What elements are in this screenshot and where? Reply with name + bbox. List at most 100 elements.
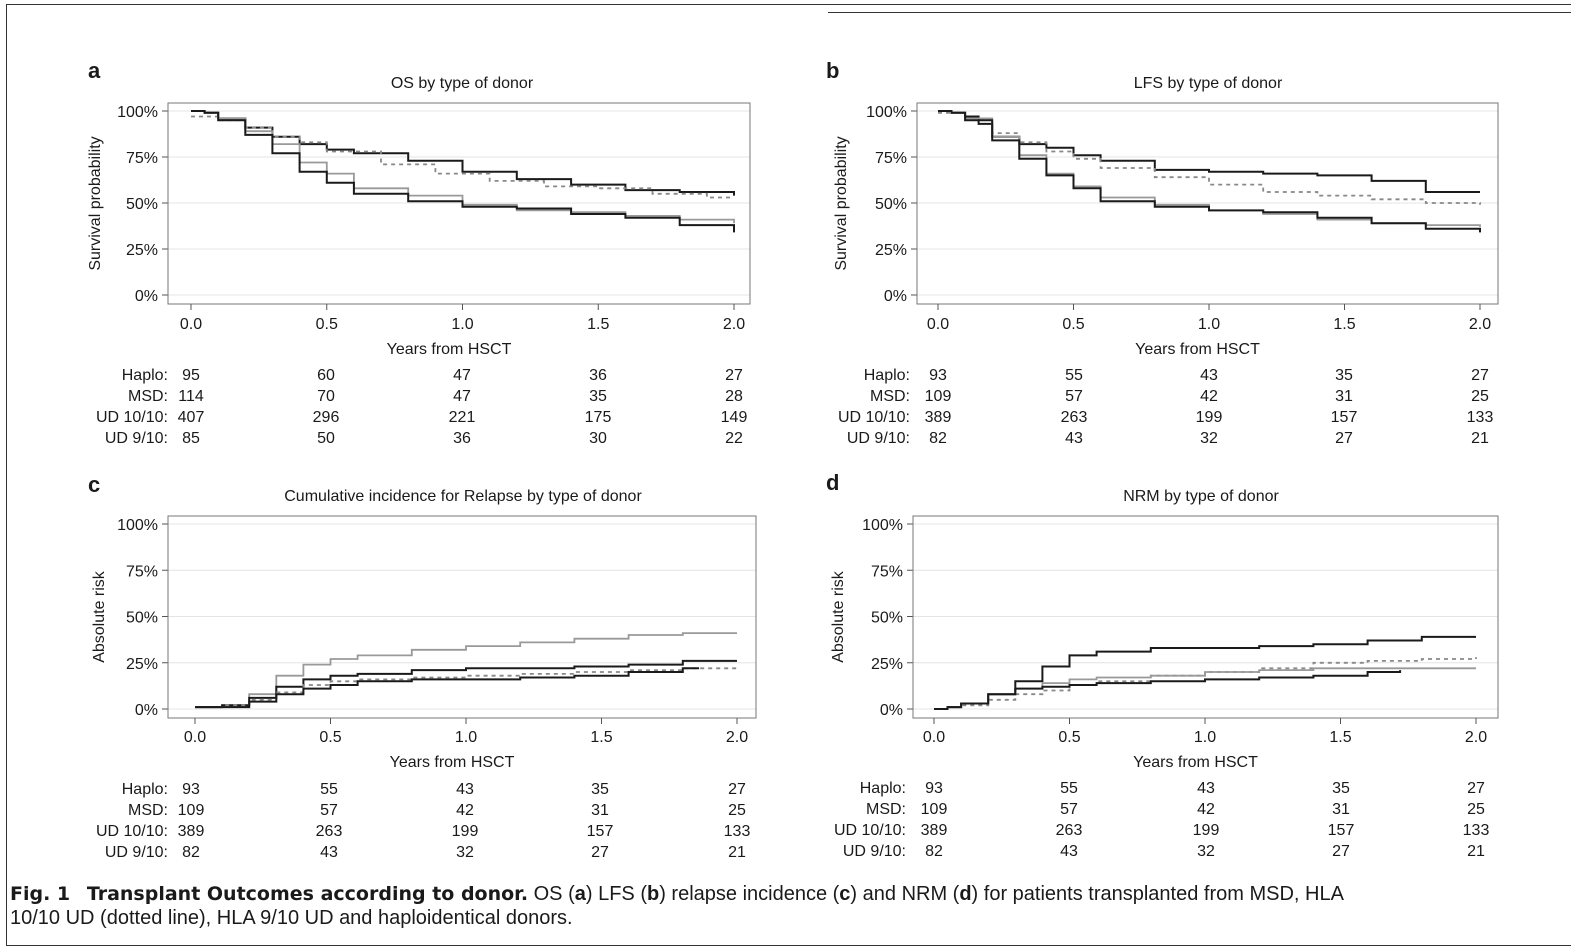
x-tick-label: 0.5 bbox=[1058, 729, 1080, 746]
risk-count: 55 bbox=[320, 781, 338, 798]
risk-count: 93 bbox=[929, 367, 947, 384]
risk-count: 57 bbox=[1065, 388, 1083, 405]
x-tick-label: 0.5 bbox=[319, 729, 341, 746]
risk-count: 133 bbox=[724, 823, 751, 840]
caption-part: c bbox=[839, 883, 851, 905]
risk-count: 27 bbox=[1332, 843, 1350, 860]
caption-line-2: 10/10 UD (dotted line), HLA 9/10 UD and … bbox=[10, 907, 573, 929]
risk-count: 199 bbox=[1196, 409, 1223, 426]
risk-count: 296 bbox=[313, 409, 340, 426]
y-tick-label: 25% bbox=[126, 242, 158, 259]
risk-count: 199 bbox=[452, 823, 479, 840]
risk-row-label: UD 10/10: bbox=[96, 823, 168, 840]
caption-part: OS ( bbox=[528, 883, 575, 905]
risk-count: 36 bbox=[589, 367, 607, 384]
risk-count: 157 bbox=[1328, 822, 1355, 839]
risk-row-label: Haplo: bbox=[860, 780, 906, 797]
risk-count: 43 bbox=[1197, 780, 1215, 797]
caption-part: d bbox=[959, 883, 972, 905]
risk-count: 199 bbox=[1193, 822, 1220, 839]
caption-fig-label: Fig. 1 bbox=[10, 883, 71, 905]
risk-count: 55 bbox=[1060, 780, 1078, 797]
risk-count: 109 bbox=[925, 388, 952, 405]
y-axis-label: Survival probability bbox=[87, 136, 104, 270]
x-tick-label: 0.0 bbox=[927, 316, 949, 333]
y-tick-label: 75% bbox=[875, 150, 907, 167]
risk-count: 35 bbox=[1335, 367, 1353, 384]
x-tick-label: 1.5 bbox=[590, 729, 612, 746]
risk-count: 32 bbox=[1200, 430, 1218, 447]
risk-count: 25 bbox=[1467, 801, 1485, 818]
y-tick-label: 50% bbox=[126, 196, 158, 213]
risk-count: 82 bbox=[925, 843, 943, 860]
risk-count: 60 bbox=[317, 367, 335, 384]
risk-count: 157 bbox=[587, 823, 614, 840]
risk-count: 27 bbox=[725, 367, 743, 384]
risk-count: 175 bbox=[585, 409, 612, 426]
plot-frame bbox=[167, 102, 751, 305]
y-tick-label: 50% bbox=[126, 610, 158, 627]
panel-letter-d: d bbox=[826, 470, 840, 495]
figure-caption: Fig. 1 Transplant Outcomes according to … bbox=[10, 882, 1570, 930]
x-tick-label: 1.5 bbox=[1329, 729, 1351, 746]
risk-row-label: UD 9/10: bbox=[847, 430, 910, 447]
risk-count: 133 bbox=[1463, 822, 1490, 839]
caption-part: ) for patients transplanted from MSD, HL… bbox=[971, 883, 1344, 905]
y-tick-label: 0% bbox=[884, 288, 907, 305]
survival-curve-2 bbox=[934, 657, 1477, 710]
risk-count: 35 bbox=[589, 388, 607, 405]
risk-count: 21 bbox=[728, 844, 746, 861]
risk-row-label: Haplo: bbox=[122, 367, 168, 384]
chart-title: Cumulative incidence for Relapse by type… bbox=[284, 488, 642, 505]
risk-count: 157 bbox=[1331, 409, 1358, 426]
risk-row-label: UD 10/10: bbox=[834, 822, 906, 839]
risk-count: 36 bbox=[453, 430, 471, 447]
risk-count: 42 bbox=[1197, 801, 1215, 818]
risk-count: 25 bbox=[1471, 388, 1489, 405]
survival-curve-4 bbox=[195, 667, 700, 709]
x-axis-label: Years from HSCT bbox=[390, 754, 515, 771]
panel-letter-a: a bbox=[88, 58, 101, 83]
risk-count: 27 bbox=[728, 781, 746, 798]
risk-row-label: MSD: bbox=[866, 801, 906, 818]
risk-row-label: MSD: bbox=[128, 388, 168, 405]
y-tick-label: 75% bbox=[126, 563, 158, 580]
y-axis-label: Survival probability bbox=[833, 136, 850, 270]
y-tick-label: 0% bbox=[880, 702, 903, 719]
x-axis-label: Years from HSCT bbox=[387, 341, 512, 358]
risk-count: 82 bbox=[182, 844, 200, 861]
risk-count: 109 bbox=[921, 801, 948, 818]
risk-row-label: MSD: bbox=[128, 802, 168, 819]
panel-letter-b: b bbox=[826, 58, 840, 83]
caption-part: ) LFS ( bbox=[585, 883, 647, 905]
risk-count: 263 bbox=[316, 823, 343, 840]
caption-line-1: Fig. 1 Transplant Outcomes according to … bbox=[10, 882, 1570, 906]
survival-curve-2 bbox=[191, 115, 734, 199]
risk-count: 133 bbox=[1467, 409, 1494, 426]
x-axis-label: Years from HSCT bbox=[1135, 341, 1260, 358]
x-tick-label: 2.0 bbox=[726, 729, 748, 746]
risk-count: 93 bbox=[925, 780, 943, 797]
x-tick-label: 0.0 bbox=[180, 316, 202, 333]
risk-count: 22 bbox=[725, 430, 743, 447]
risk-count: 21 bbox=[1467, 843, 1485, 860]
risk-count: 82 bbox=[929, 430, 947, 447]
x-tick-label: 1.0 bbox=[451, 316, 473, 333]
risk-row-label: Haplo: bbox=[864, 367, 910, 384]
y-axis-label: Absolute risk bbox=[91, 570, 108, 663]
risk-count: 27 bbox=[1471, 367, 1489, 384]
risk-row-label: MSD: bbox=[870, 388, 910, 405]
risk-count: 43 bbox=[1060, 843, 1078, 860]
caption-part: a bbox=[574, 883, 586, 905]
y-tick-label: 75% bbox=[126, 150, 158, 167]
x-tick-label: 1.0 bbox=[1194, 729, 1216, 746]
risk-count: 27 bbox=[591, 844, 609, 861]
risk-count: 32 bbox=[1197, 843, 1215, 860]
risk-count: 109 bbox=[178, 802, 205, 819]
risk-row-label: UD 10/10: bbox=[96, 409, 168, 426]
y-tick-label: 50% bbox=[875, 196, 907, 213]
y-tick-label: 75% bbox=[871, 563, 903, 580]
x-tick-label: 1.0 bbox=[1198, 316, 1220, 333]
plot-frame bbox=[167, 515, 757, 719]
risk-count: 70 bbox=[317, 388, 335, 405]
